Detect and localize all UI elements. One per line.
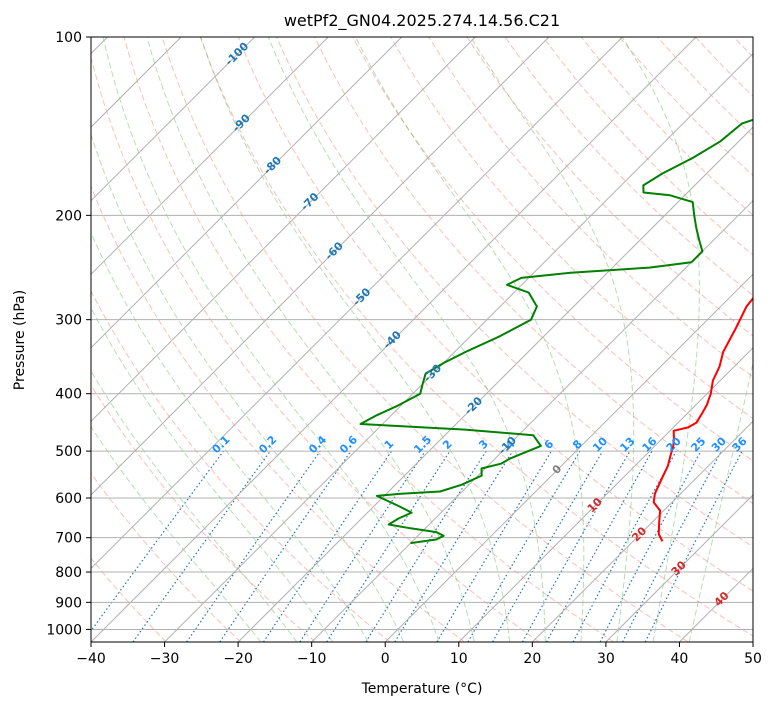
dry-adiabat-line (352, 37, 753, 462)
y-tick-label: 300 (55, 313, 82, 329)
y-tick-label: 600 (55, 491, 82, 507)
dry-adiabat-line (91, 290, 391, 642)
x-axis-label: Temperature (°C) (361, 681, 483, 697)
isotherm-line (164, 52, 753, 642)
moist-adiabat-line (621, 37, 700, 642)
dry-adiabats (91, 37, 753, 642)
x-tick-label: 10 (450, 651, 468, 667)
plot-frame (90, 36, 754, 643)
isotherms (91, 37, 753, 642)
mixing-ratio-line (546, 450, 653, 642)
isotherm-line (91, 37, 623, 570)
y-tick-label: 500 (55, 444, 82, 460)
dry-adiabat-line (275, 37, 753, 548)
dry-adiabat-line (91, 472, 242, 642)
mixing-ratio-line (394, 450, 514, 642)
sounding-series (359, 118, 753, 545)
dry-adiabat-line (314, 37, 753, 505)
moist-adiabat-line (267, 37, 546, 642)
moist-adiabat-line (91, 425, 262, 642)
y-tick-label: 900 (55, 595, 82, 611)
mixing-ratio-line (572, 450, 677, 642)
isotherm-line (91, 37, 329, 275)
isotherm-line (91, 37, 403, 349)
x-tick-label: 30 (597, 651, 615, 667)
dewpoint-profile-line (359, 118, 753, 545)
y-tick-label: 700 (55, 531, 82, 547)
x-tick-label: −10 (297, 651, 327, 667)
dry-adiabat-line (91, 185, 465, 642)
moist-adiabat-line (146, 37, 475, 642)
pressure-gridlines (91, 37, 753, 630)
x-tick-label: 20 (523, 651, 541, 667)
moist-adiabat-line (200, 37, 511, 642)
isotherm-line (91, 37, 476, 423)
dry-adiabat-line (237, 37, 753, 592)
moist-adiabat-line (91, 231, 369, 642)
mixing-ratio-line (644, 450, 743, 642)
dry-adiabat-line (390, 37, 753, 420)
x-tick-label: −20 (223, 651, 253, 667)
isotherm-line (91, 37, 550, 496)
isotherm-line (311, 199, 753, 642)
moist-adiabat-line (91, 370, 298, 642)
temperature-profile-line (652, 296, 753, 542)
mixing-ratio-line (132, 450, 271, 642)
isotherm-line (91, 37, 697, 642)
mixing-ratio-line (91, 450, 224, 632)
x-tick-label: −30 (150, 651, 180, 667)
x-tick-label: −40 (76, 651, 106, 667)
mixing-ratio-line (326, 450, 451, 642)
y-tick-label: 1000 (46, 622, 82, 638)
isotherm-line (384, 273, 753, 642)
y-tick-label: 200 (55, 208, 82, 224)
isotherm-line (531, 420, 753, 642)
y-axis-label: Pressure (hPa) (12, 290, 28, 390)
mixing-ratio-line (262, 450, 392, 642)
chart-title: wetPf2_GN04.2025.274.14.56.C21 (284, 11, 560, 31)
isotherm-line (91, 37, 256, 202)
mixing-ratio-line (521, 450, 631, 642)
dry-adiabat-line (161, 37, 689, 642)
moist-adiabat-line (102, 37, 440, 642)
mixing-ratio-line (219, 450, 352, 642)
dry-adiabat-line (91, 55, 540, 642)
y-tick-label: 800 (55, 565, 82, 581)
x-axis: −40 −30 −20 −10 0 10 20 30 40 50 (76, 642, 762, 667)
y-tick-label: 100 (55, 30, 82, 46)
x-tick-label: 0 (381, 651, 390, 667)
isotherm-line (605, 494, 753, 642)
dry-adiabat-line (504, 37, 753, 296)
y-tick-label: 400 (55, 387, 82, 403)
dry-adiabat-line (91, 384, 316, 642)
isotherm-line (458, 347, 753, 642)
x-tick-label: 40 (671, 651, 689, 667)
dry-adiabat-line (91, 557, 167, 642)
mixing-ratio-line (186, 450, 321, 642)
moist-adiabat-line (91, 133, 405, 642)
dry-adiabat-line (466, 37, 753, 337)
x-tick-label: 50 (744, 651, 762, 667)
dry-adiabat-line (123, 37, 614, 642)
isotherm-line (237, 126, 753, 642)
y-axis: 100 200 300 400 500 600 700 800 900 1000 (46, 30, 91, 638)
